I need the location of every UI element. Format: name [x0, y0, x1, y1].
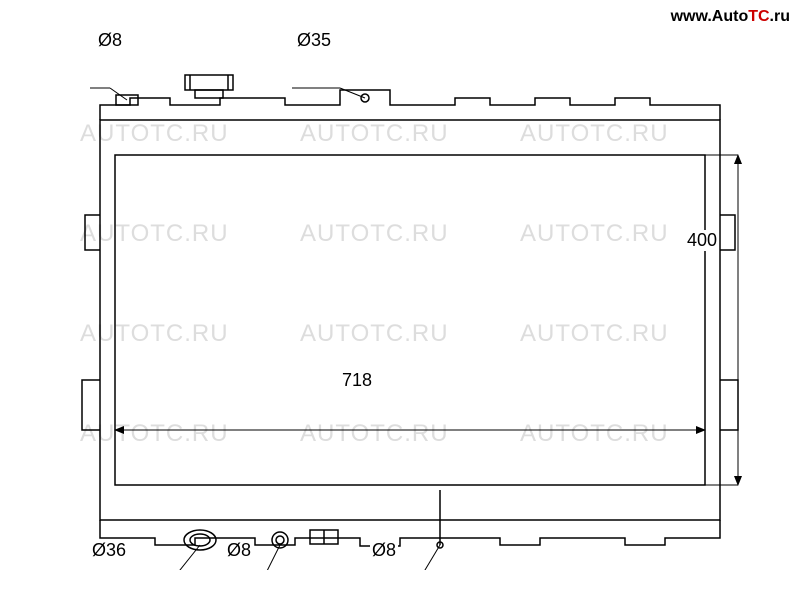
label-d8-top: Ø8	[96, 30, 124, 51]
technical-drawing	[60, 50, 740, 550]
label-height: 400	[685, 230, 719, 251]
drawing-svg	[60, 50, 760, 570]
label-d8-bl: Ø8	[225, 540, 253, 561]
site-logo: www.AutoTC.ru	[671, 8, 790, 26]
radiator-outline	[82, 75, 738, 550]
label-d8-bc: Ø8	[370, 540, 398, 561]
logo-part1: www.Auto	[671, 8, 749, 25]
label-d36: Ø36	[90, 540, 128, 561]
logo-part2: TC	[748, 8, 769, 25]
label-width: 718	[340, 370, 374, 391]
logo-part3: .ru	[770, 8, 790, 25]
label-d35: Ø35	[295, 30, 333, 51]
dimension-lines	[90, 88, 738, 570]
